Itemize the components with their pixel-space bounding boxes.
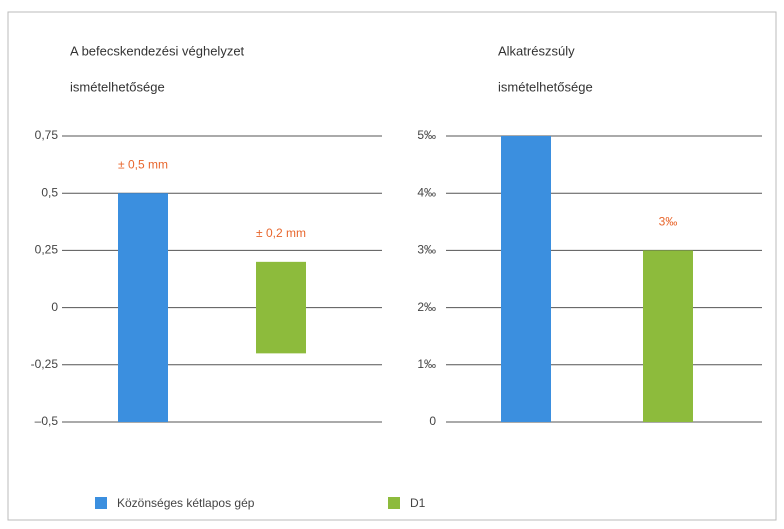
value-label: ± 0,2 mm (256, 226, 306, 240)
y-tick-label: -0,25 (31, 357, 59, 371)
y-tick-label: 4‰ (417, 185, 436, 199)
y-tick-label: 2‰ (417, 300, 436, 314)
bar (643, 250, 693, 422)
legend-label: Közönséges kétlapos gép (117, 496, 255, 510)
legend-swatch (95, 497, 107, 509)
value-label: 3‰ (659, 215, 678, 229)
y-tick-label: 1‰ (417, 357, 436, 371)
chart-title: Alkatrészsúly (498, 43, 575, 58)
y-tick-label: 0,5 (41, 185, 58, 199)
y-tick-label: 0,25 (35, 243, 59, 257)
frame (7, 11, 777, 521)
chart-title: ismételhetősége (70, 79, 165, 94)
y-tick-label: 0 (429, 414, 436, 428)
legend-swatch (388, 497, 400, 509)
bar (501, 136, 551, 422)
bar (256, 261, 306, 354)
bar (118, 193, 168, 422)
value-label: ± 0,5 mm (118, 157, 168, 171)
chart-title: A befecskendezési véghelyzet (70, 43, 245, 58)
legend-label: D1 (410, 496, 426, 510)
y-tick-label: 0 (51, 300, 58, 314)
y-tick-label: 3‰ (417, 243, 436, 257)
chart-title: ismételhetősége (498, 79, 593, 94)
y-tick-label: –0,5 (35, 414, 59, 428)
y-tick-label: 5‰ (417, 128, 436, 142)
y-tick-label: 0,75 (35, 128, 59, 142)
